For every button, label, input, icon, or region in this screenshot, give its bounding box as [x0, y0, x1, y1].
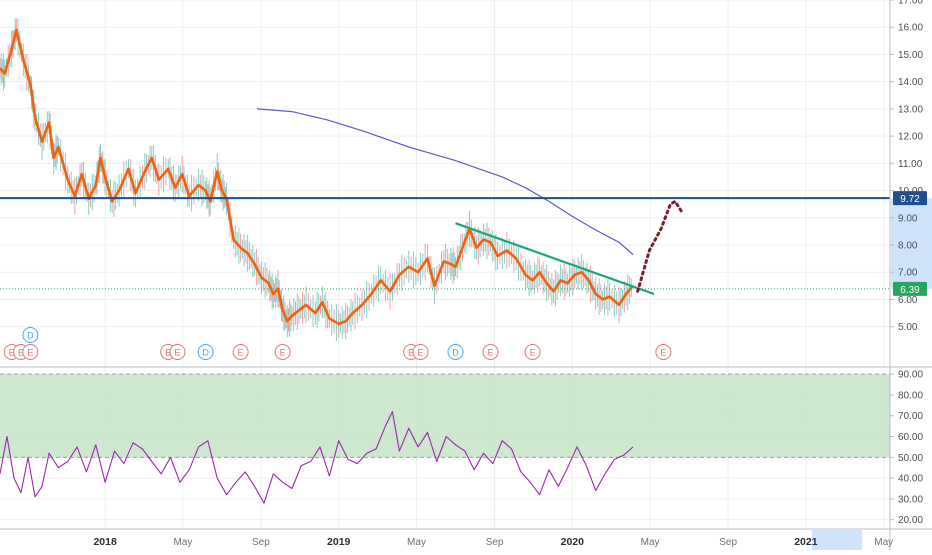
price-axis-label: 9.00: [898, 213, 918, 224]
dividend-marker[interactable]: [447, 344, 464, 360]
price-axis-label: 5.00: [898, 322, 918, 333]
earnings-marker[interactable]: [169, 344, 186, 360]
price-axis-label: 11.00: [898, 159, 923, 170]
earnings-marker[interactable]: [232, 344, 249, 360]
earnings-marker-label: E: [165, 348, 171, 358]
time-axis-label: 2020: [561, 536, 585, 548]
earnings-marker[interactable]: [274, 344, 291, 360]
time-axis-label: 2019: [327, 536, 351, 548]
rsi-axis-label: 30.00: [898, 494, 923, 505]
earnings-marker-label: E: [417, 348, 423, 358]
rsi-line: [0, 411, 634, 504]
earnings-marker-label: E: [280, 348, 286, 358]
moving-average-line: [256, 108, 634, 255]
time-axis-label: 2021: [794, 536, 818, 548]
time-axis-label: May: [173, 537, 192, 548]
dividend-marker-label: D: [202, 348, 209, 358]
rsi-axis-label: 90.00: [898, 370, 923, 381]
downtrend-line: [455, 222, 655, 296]
rsi-axis-label: 80.00: [898, 390, 923, 401]
earnings-marker[interactable]: [482, 344, 499, 360]
earnings-marker-label: E: [660, 348, 666, 358]
price-axis-label: 7.00: [898, 268, 918, 279]
earnings-marker-label: E: [9, 348, 15, 358]
rsi-axis-label: 70.00: [898, 411, 923, 422]
earnings-marker-label: E: [408, 348, 414, 358]
earnings-marker-label: E: [18, 348, 24, 358]
earnings-marker[interactable]: [655, 344, 672, 360]
price-axis-label: 6.00: [898, 295, 918, 306]
time-axis-label: 2018: [93, 536, 117, 548]
earnings-marker-label: E: [238, 348, 244, 358]
earnings-marker[interactable]: [524, 344, 541, 360]
resistance-price-tag: [893, 191, 927, 206]
time-axis-label: May: [407, 537, 426, 548]
earnings-marker-label: E: [27, 348, 33, 358]
dividend-marker-label: D: [452, 348, 459, 358]
time-axis-label: Sep: [719, 537, 737, 548]
price-axis-label: 14.00: [898, 77, 923, 88]
price-axis-label: 17.00: [898, 0, 923, 7]
price-axis-label: 10.00: [898, 186, 923, 197]
earnings-marker[interactable]: [22, 344, 39, 360]
rsi-overbought-band: [0, 374, 890, 458]
rsi-axis-label: 20.00: [898, 515, 923, 526]
price-axis-label: 16.00: [898, 23, 923, 34]
time-axis-label: May: [874, 537, 893, 548]
price-axis-label: 8.00: [898, 241, 918, 252]
rsi-axis-label: 50.00: [898, 453, 923, 464]
earnings-marker[interactable]: [412, 344, 429, 360]
rsi-axis-label: 60.00: [898, 432, 923, 443]
price-axis-label: 12.00: [898, 132, 923, 143]
projection-arrow: [636, 199, 684, 293]
earnings-marker-label: E: [488, 348, 494, 358]
price-line: [0, 28, 634, 326]
resistance-price-label: 9.72: [900, 194, 920, 205]
dividend-marker-label: D: [27, 331, 34, 341]
time-axis-label: Sep: [252, 537, 270, 548]
y-axis-highlight: [891, 198, 932, 289]
x-axis-highlight: [812, 530, 862, 550]
last-price-label: 6.39: [900, 285, 920, 296]
price-axis-label: 13.00: [898, 104, 923, 115]
earnings-marker-label: E: [175, 348, 181, 358]
earnings-marker-label: E: [530, 348, 536, 358]
dividend-marker[interactable]: [197, 344, 214, 360]
dividend-marker[interactable]: [22, 327, 39, 343]
rsi-axis-label: 40.00: [898, 474, 923, 485]
time-axis-label: Sep: [486, 537, 504, 548]
time-axis-label: May: [641, 537, 660, 548]
last-price-tag: [893, 281, 927, 296]
price-axis-label: 15.00: [898, 50, 923, 61]
